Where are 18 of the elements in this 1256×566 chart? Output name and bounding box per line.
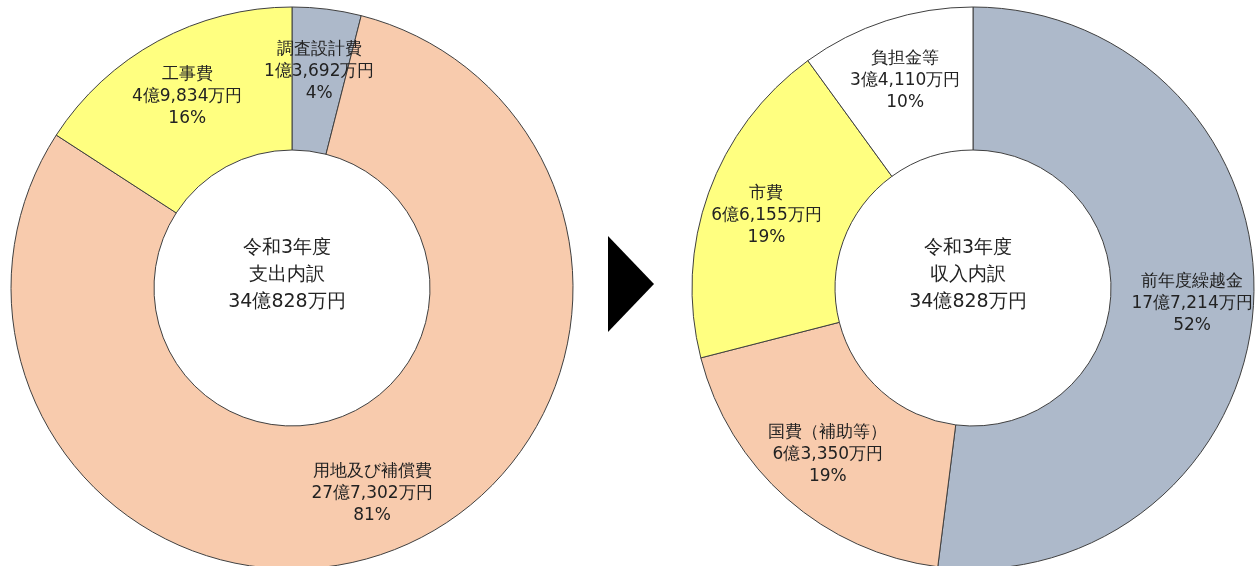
- text: 34億828万円: [227, 288, 347, 313]
- text: 収入内訳: [929, 261, 1007, 286]
- text: 令和3年度: [241, 234, 333, 259]
- text: 支出内訳: [248, 261, 326, 286]
- data-label: 4億9,834万円 16%: [131, 85, 243, 128]
- data-label: 6億6,155万円 19%: [711, 203, 822, 246]
- slice-label: 用地及び補償費: [312, 460, 432, 481]
- slice-label: 市費: [749, 181, 784, 202]
- text: 34億828万円: [908, 288, 1028, 313]
- data-label: 17億7,214万円 52%: [1131, 291, 1253, 334]
- slice-label: 工事費: [161, 63, 213, 84]
- slice-label: 国費（補助等）: [768, 420, 888, 441]
- data-label: 27億7,302万円 81%: [311, 482, 433, 525]
- data-label: 6億3,350万円 19%: [772, 442, 884, 485]
- text: 令和3年度: [922, 234, 1014, 259]
- data-label: 3億4,110万円 10%: [849, 69, 961, 112]
- slice-label: 前年度繰越金: [1141, 269, 1244, 290]
- slice-label: 負担金等: [871, 47, 940, 68]
